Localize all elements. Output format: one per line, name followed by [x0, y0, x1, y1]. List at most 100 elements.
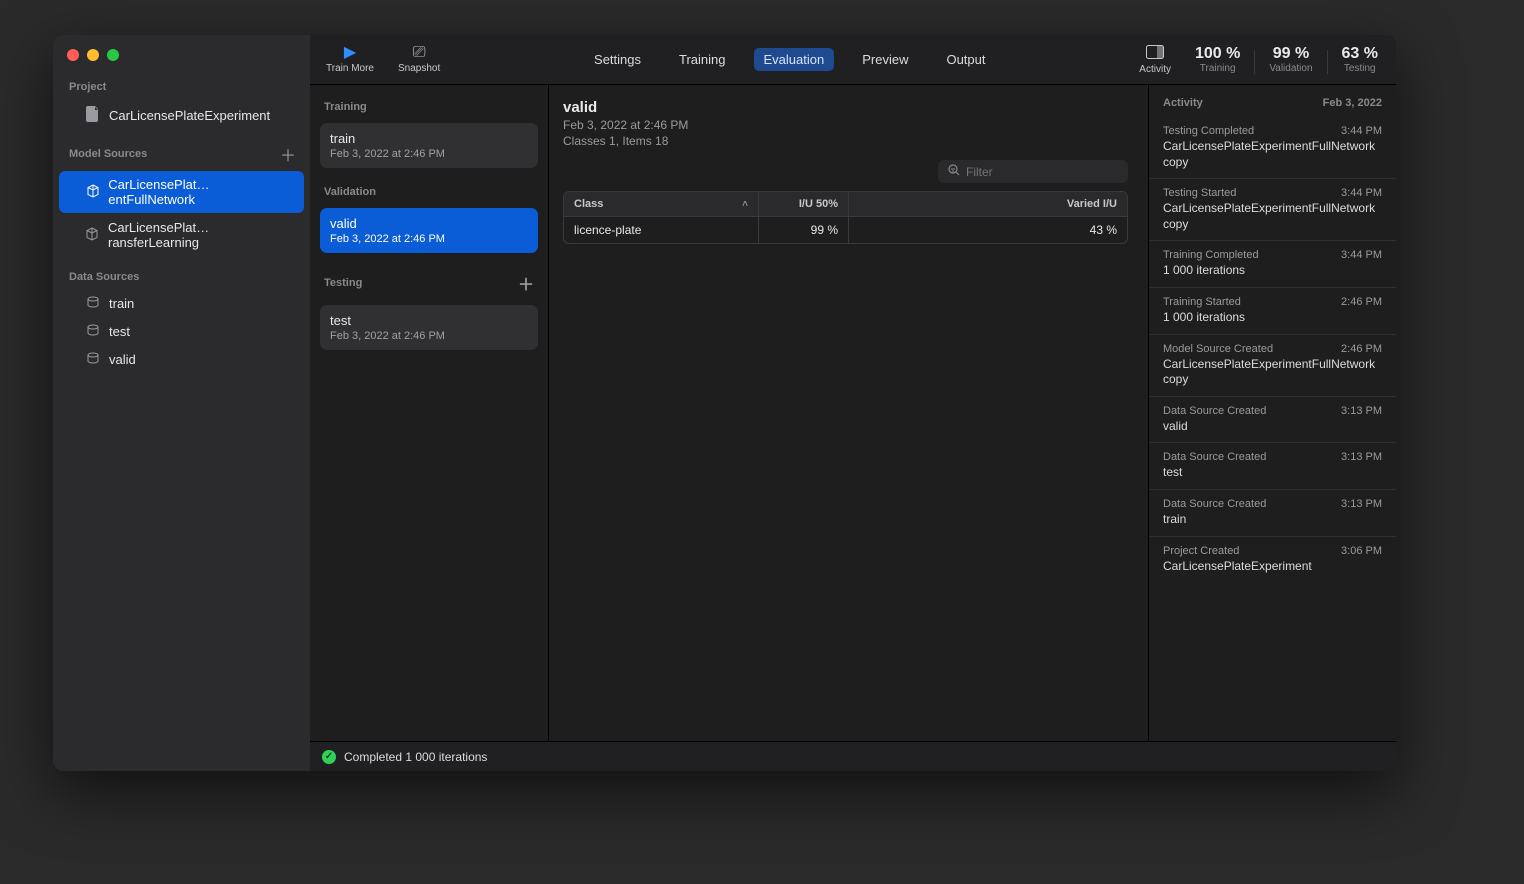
metric-training: 100 %Training [1195, 45, 1240, 74]
activity-title: Training Completed [1163, 249, 1259, 261]
tab-preview[interactable]: Preview [852, 48, 918, 71]
table-row[interactable]: licence-plate99 %43 % [564, 216, 1127, 243]
data-source-item[interactable]: test [59, 318, 304, 345]
snapshot-date: Feb 3, 2022 at 2:46 PM [330, 233, 528, 245]
results-table: Class ˄ I/U 50% Varied I/U licence-plate… [563, 191, 1128, 244]
activity-title: Testing Completed [1163, 125, 1254, 137]
activity-item: Training Completed3:44 PM1 000 iteration… [1149, 240, 1396, 287]
data-source-label: valid [109, 352, 136, 367]
metric-value: 63 % [1342, 45, 1378, 63]
activity-time: 3:13 PM [1341, 451, 1382, 463]
project-item[interactable]: CarLicensePlateExperiment [59, 100, 304, 131]
minimize-icon[interactable] [87, 49, 99, 61]
cell-iu50: 99 % [759, 217, 849, 243]
activity-title: Data Source Created [1163, 405, 1266, 417]
activity-item: Project Created3:06 PMCarLicensePlateExp… [1149, 536, 1396, 583]
sort-asc-icon: ˄ [742, 199, 748, 210]
data-sources-header: Data Sources [53, 265, 310, 289]
app-window: Project CarLicensePlateExperiment Model … [53, 35, 1396, 771]
activity-detail: train [1163, 512, 1382, 528]
cube-icon [85, 184, 100, 201]
col-iu50[interactable]: I/U 50% [759, 192, 849, 216]
metric-label: Validation [1269, 63, 1312, 74]
activity-detail: CarLicensePlateExperiment [1163, 559, 1382, 575]
activity-item: Data Source Created3:13 PMvalid [1149, 396, 1396, 443]
activity-title: Training Started [1163, 296, 1241, 308]
database-icon [85, 352, 101, 367]
model-source-item[interactable]: CarLicensePlat…entFullNetwork [59, 171, 304, 213]
metric-value: 100 % [1195, 45, 1240, 63]
train-more-label: Train More [326, 63, 374, 74]
data-source-item[interactable]: valid [59, 346, 304, 373]
toolbar-tabs: Settings Training Evaluation Preview Output [440, 48, 1139, 71]
activity-detail: CarLicensePlateExperimentFullNetwork cop… [1163, 201, 1382, 232]
metric-separator [1327, 50, 1328, 74]
metric-label: Training [1195, 63, 1240, 74]
snapshot-button[interactable]: ⎚ Snapshot [398, 45, 440, 74]
detail-timestamp: Feb 3, 2022 at 2:46 PM [563, 118, 1128, 132]
metric-value: 99 % [1269, 45, 1312, 63]
tab-settings[interactable]: Settings [584, 48, 651, 71]
train-more-button[interactable]: ▶ Train More [326, 45, 374, 74]
data-source-label: test [109, 324, 130, 339]
metric-label: Testing [1342, 63, 1378, 74]
activity-item: Data Source Created 3:13 PM train [1149, 489, 1396, 536]
snapshot-label: Snapshot [398, 63, 440, 74]
metric-separator [1254, 50, 1255, 74]
activity-time: 3:44 PM [1341, 187, 1382, 199]
col-varied[interactable]: Varied I/U [849, 192, 1127, 216]
validation-group-header: Validation [324, 186, 376, 198]
snapshot-list: Training trainFeb 3, 2022 at 2:46 PM Val… [310, 85, 549, 741]
model-source-label: CarLicensePlat…ransferLearning [108, 220, 288, 250]
center-panel: ▶ Train More ⎚ Snapshot Settings Training… [310, 35, 1396, 771]
snapshot-name: train [330, 131, 528, 146]
window-controls [53, 45, 310, 75]
activity-detail: CarLicensePlateExperimentFullNetwork cop… [1163, 357, 1382, 388]
activity-time: 2:46 PM [1341, 343, 1382, 355]
activity-time: 3:44 PM [1341, 125, 1382, 137]
detail-summary: Classes 1, Items 18 [563, 134, 1128, 148]
tab-evaluation[interactable]: Evaluation [754, 48, 835, 71]
data-source-item[interactable]: train [59, 290, 304, 317]
filter-input[interactable] [966, 165, 1118, 179]
activity-time: 3:13 PM [1341, 405, 1382, 417]
detail-title: valid [563, 99, 1128, 116]
metrics: 100 %Training 99 %Validation 63 %Testing [1189, 45, 1378, 74]
add-testing-button[interactable]: ＋ [518, 271, 534, 295]
sidebar-right-icon [1146, 45, 1164, 62]
tab-training[interactable]: Training [669, 48, 735, 71]
activity-detail: 1 000 iterations [1163, 263, 1382, 279]
activity-time: 3:13 PM [1341, 498, 1382, 510]
database-icon [85, 296, 101, 311]
activity-time: 2:46 PM [1341, 296, 1382, 308]
snapshot-card[interactable]: testFeb 3, 2022 at 2:46 PM [320, 305, 538, 350]
snapshot-card[interactable]: trainFeb 3, 2022 at 2:46 PM [320, 123, 538, 168]
evaluation-detail: valid Feb 3, 2022 at 2:46 PM Classes 1, … [549, 85, 1149, 741]
cube-icon [85, 227, 100, 244]
activity-title: Testing Started [1163, 187, 1236, 199]
activity-detail: test [1163, 465, 1382, 481]
activity-time: 3:06 PM [1341, 545, 1382, 557]
training-group-header: Training [324, 101, 367, 113]
snapshot-name: test [330, 313, 528, 328]
activity-date: Feb 3, 2022 [1323, 97, 1382, 109]
play-icon: ▶ [344, 45, 356, 61]
model-source-item[interactable]: CarLicensePlat…ransferLearning [59, 214, 304, 256]
tab-output[interactable]: Output [936, 48, 995, 71]
toolbar: ▶ Train More ⎚ Snapshot Settings Training… [310, 35, 1396, 85]
sidebar: Project CarLicensePlateExperiment Model … [53, 35, 310, 771]
model-source-label: CarLicensePlat…entFullNetwork [108, 177, 288, 207]
activity-title: Data Source Created [1163, 498, 1266, 510]
col-class[interactable]: Class ˄ [564, 192, 759, 216]
status-text: Completed 1 000 iterations [344, 750, 487, 764]
filter-box[interactable] [938, 160, 1128, 183]
add-model-source-button[interactable]: ＋ [280, 142, 296, 166]
cell-varied: 43 % [849, 217, 1127, 243]
activity-toggle-button[interactable]: Activity [1139, 45, 1171, 75]
activity-title: Data Source Created [1163, 451, 1266, 463]
activity-detail: 1 000 iterations [1163, 310, 1382, 326]
status-bar: ✓ Completed 1 000 iterations [310, 741, 1396, 771]
snapshot-card[interactable]: validFeb 3, 2022 at 2:46 PM [320, 208, 538, 253]
close-icon[interactable] [67, 49, 79, 61]
maximize-icon[interactable] [107, 49, 119, 61]
